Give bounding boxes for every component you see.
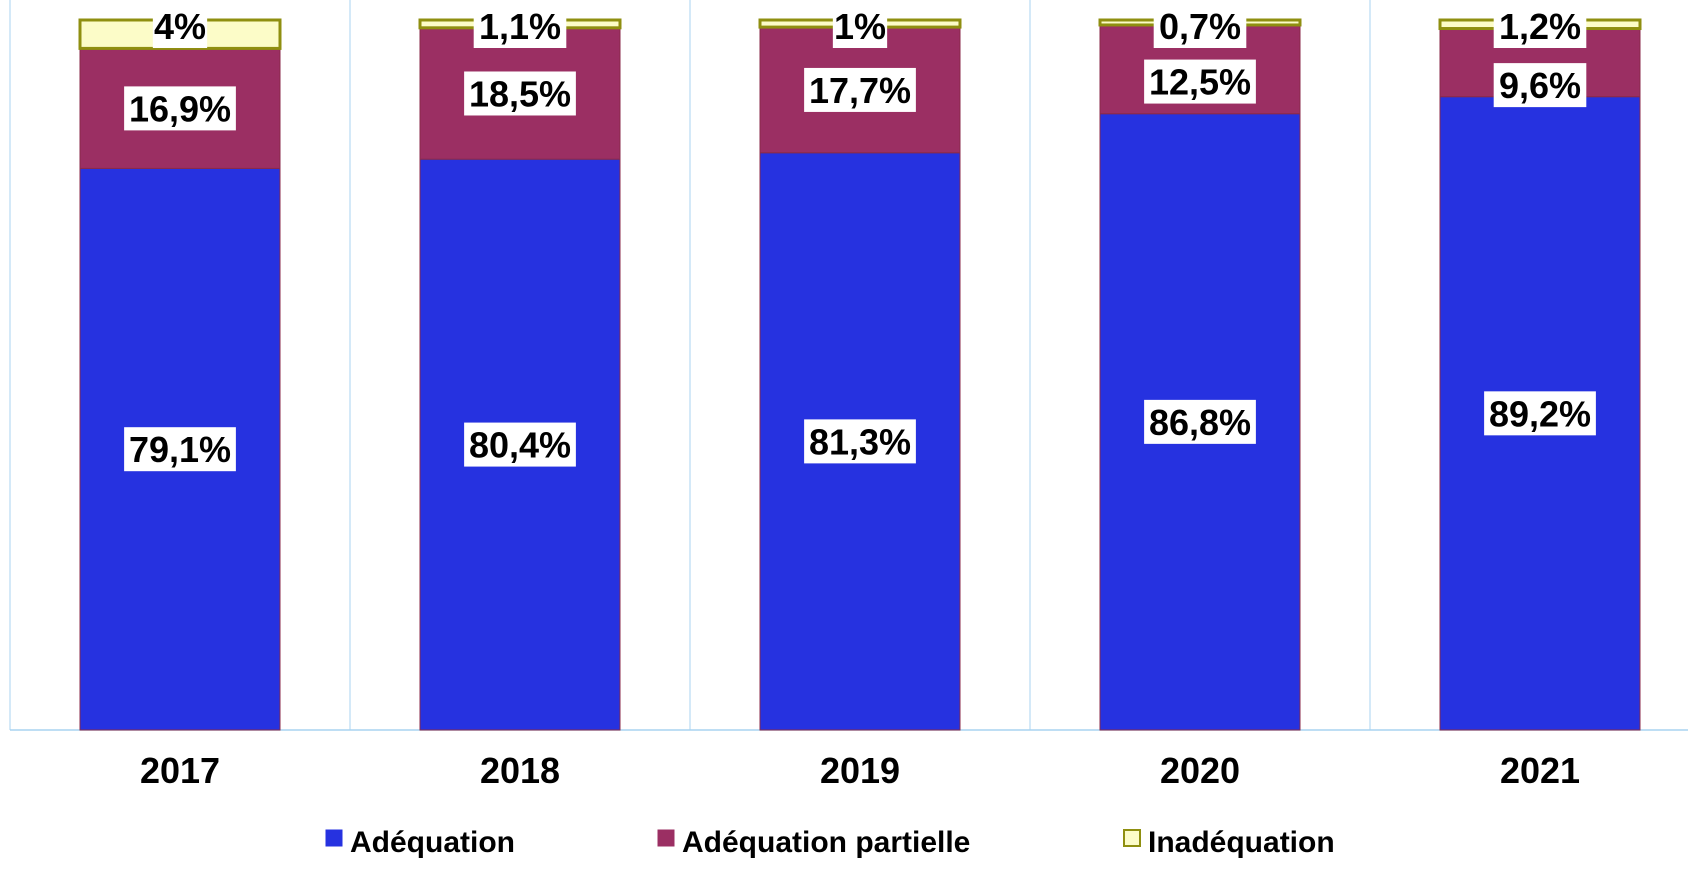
data-label-text: 79,1% (129, 429, 231, 470)
data-label: 1,1% (473, 4, 567, 48)
data-label: 80,4% (464, 422, 576, 467)
data-label-text: 18,5% (469, 73, 571, 114)
legend-item-adequation-partielle: Adéquation partielle (657, 826, 970, 859)
x-tick-label: 2020 (1160, 750, 1240, 791)
data-label-background (832, 4, 888, 48)
x-tick-label: 2018 (480, 750, 560, 791)
data-label: 79,1% (124, 427, 236, 472)
legend-swatch (657, 829, 675, 847)
data-label: 18,5% (464, 71, 576, 116)
data-label: 0,7% (1153, 4, 1247, 48)
bars-layer (78, 18, 1642, 731)
legend: Adéquation Adéquation partielle Inadéquati… (325, 826, 1335, 859)
data-label-text: 12,5% (1149, 62, 1251, 103)
x-tick-label: 2021 (1500, 750, 1580, 791)
data-label-text: 4% (154, 6, 206, 47)
data-label-text: 1,1% (479, 6, 561, 47)
data-label-text: 86,8% (1149, 402, 1251, 443)
data-label-text: 9,6% (1499, 65, 1581, 106)
data-label: 1% (832, 4, 888, 48)
legend-swatch (325, 829, 343, 847)
data-label: 12,5% (1144, 59, 1256, 104)
legend-label: Inadéquation (1148, 826, 1335, 859)
data-label-text: 1% (834, 6, 886, 47)
data-label-background (1153, 4, 1247, 48)
data-label-background (1144, 59, 1256, 104)
data-label-text: 80,4% (469, 425, 571, 466)
data-label-text: 89,2% (1489, 393, 1591, 434)
data-label-text: 1,2% (1499, 6, 1581, 47)
data-label-text: 17,7% (809, 70, 911, 111)
data-label: 81,3% (804, 419, 916, 464)
data-label-background (124, 427, 236, 472)
data-label: 86,8% (1144, 399, 1256, 444)
data-label-text: 16,9% (129, 88, 231, 129)
data-label-background (1493, 63, 1587, 108)
legend-item-inadequation: Inadéquation (1123, 826, 1335, 859)
data-label: 89,2% (1484, 391, 1596, 436)
data-label-background (464, 71, 576, 116)
data-label: 9,6% (1493, 63, 1587, 108)
legend-item-adequation: Adéquation (325, 826, 515, 859)
data-label-background (152, 4, 208, 48)
data-label-background (804, 419, 916, 464)
data-label-text: 0,7% (1159, 6, 1241, 47)
data-label-text: 81,3% (809, 421, 911, 462)
data-label-background (1484, 391, 1596, 436)
data-label-background (473, 4, 567, 48)
data-label-background (1144, 399, 1256, 444)
data-label-background (124, 86, 236, 131)
x-axis: 2017 2018 2019 2020 2021 (140, 750, 1580, 791)
data-label-background (804, 67, 916, 112)
legend-label: Adéquation (350, 826, 515, 859)
data-label: 4% (152, 4, 208, 48)
data-label: 17,7% (804, 67, 916, 112)
legend-label: Adéquation partielle (682, 826, 970, 859)
data-label-background (464, 422, 576, 467)
data-labels-layer: 79,1% 16,9% 4% 80,4% 18,5% 1,1% 81,3% 17,7% 1% 86… (124, 4, 1596, 472)
data-label-background (1493, 4, 1587, 48)
data-label: 1,2% (1493, 4, 1587, 48)
x-tick-label: 2019 (820, 750, 900, 791)
data-label: 16,9% (124, 86, 236, 131)
x-tick-label: 2017 (140, 750, 220, 791)
legend-swatch (1123, 829, 1141, 847)
